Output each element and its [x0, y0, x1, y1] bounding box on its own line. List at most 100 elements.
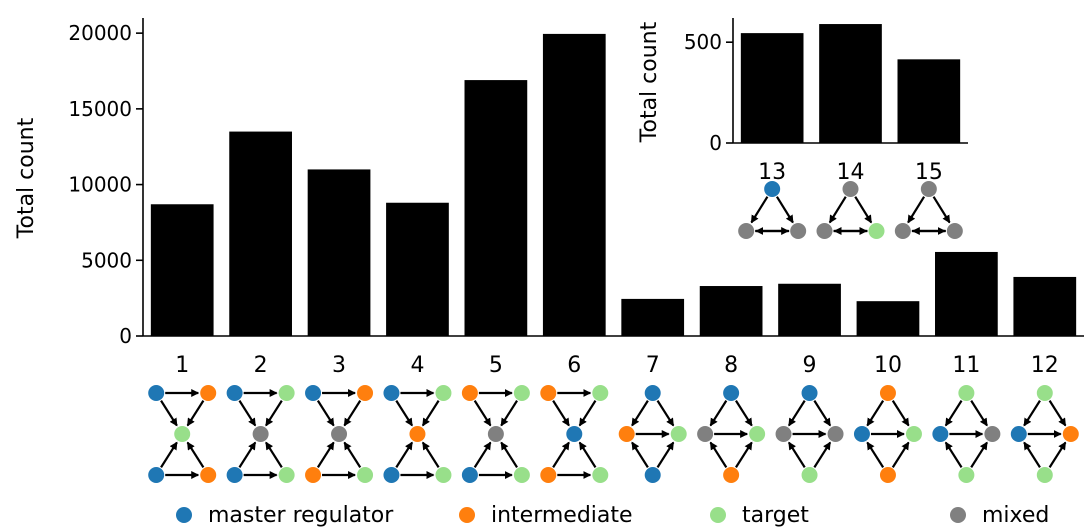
motif-edge: [775, 196, 794, 224]
main-y-tick-label: 15000: [68, 97, 132, 121]
main-ylabel: Total count: [14, 117, 39, 239]
main-category-label: 2: [254, 353, 268, 378]
main-y-tick-label: 0: [119, 324, 132, 348]
main-category-label: 10: [874, 353, 902, 378]
motif-edge: [787, 441, 806, 468]
main-category-label: 3: [332, 353, 346, 378]
motif-node: [540, 467, 557, 483]
motif-node: [461, 467, 478, 483]
motif-4-network: [383, 385, 452, 483]
motif-edge: [160, 441, 178, 468]
legend: master regulator intermediate target mixed: [176, 503, 1049, 528]
motif-13-network: [738, 181, 807, 239]
motif-edge: [186, 441, 205, 468]
motif-edge: [656, 400, 675, 427]
main-bar: [542, 33, 606, 337]
motif-edge: [421, 400, 440, 427]
motif-edge: [932, 196, 951, 224]
motif-edge: [854, 196, 873, 224]
motif-8-network: [697, 385, 766, 483]
motif-node: [1036, 467, 1053, 483]
motif-edge: [735, 400, 753, 427]
motif-edge: [316, 400, 335, 427]
main-category-label: 7: [646, 353, 660, 378]
inset-chart: Total count 0 500 13 14 15: [637, 18, 968, 185]
motif-edge: [750, 196, 769, 224]
motif-edge: [813, 400, 832, 427]
legend-label: mixed: [982, 503, 1049, 528]
motif-edge: [265, 400, 283, 427]
main-category-label: 5: [489, 353, 503, 378]
inset-ylabel: Total count: [637, 21, 662, 143]
motif-node: [200, 467, 217, 483]
motif-edge: [421, 441, 440, 468]
motif-node: [894, 223, 911, 239]
motif-node: [461, 385, 478, 401]
motif-node: [775, 426, 792, 442]
motif-1-network: [148, 385, 217, 483]
motif-edge: [735, 441, 753, 468]
motif-node: [252, 426, 269, 442]
motif-edge: [866, 441, 885, 468]
motif-edge: [578, 400, 597, 427]
motif-7-network: [618, 385, 687, 483]
motif-node: [305, 385, 322, 401]
motif-edge: [1023, 441, 1041, 468]
motif-edge: [1048, 400, 1067, 427]
motif-node: [958, 385, 975, 401]
motif-node: [383, 467, 400, 483]
motif-node: [749, 426, 766, 442]
motif-node: [383, 385, 400, 401]
motif-node: [305, 467, 322, 483]
main-bar: [229, 131, 292, 336]
motif-node: [1010, 426, 1027, 442]
main-category-label: 9: [803, 353, 817, 378]
motif-edge: [891, 441, 910, 468]
motif-edge: [238, 441, 257, 468]
motif-edge: [160, 400, 178, 427]
legend-item: master regulator: [176, 503, 394, 528]
motif-edge: [656, 441, 675, 468]
motif-edge: [709, 441, 728, 468]
motif-node: [409, 426, 426, 442]
motif-node: [435, 385, 452, 401]
motif-edge: [238, 400, 257, 427]
main-bar: [856, 301, 920, 336]
motif-node: [958, 467, 975, 483]
motif-node: [278, 467, 295, 483]
motif-edge: [343, 441, 362, 468]
motif-node: [879, 385, 896, 401]
motif-node: [487, 426, 504, 442]
motif-edge: [395, 441, 414, 468]
motif-node: [200, 385, 217, 401]
motif-node: [697, 426, 714, 442]
motif-edge: [944, 441, 963, 468]
inset-bar: [897, 59, 961, 144]
motif-edge: [866, 400, 885, 427]
motif-edge: [631, 441, 649, 468]
main-bar: [386, 202, 449, 336]
inset-category-label: 13: [758, 160, 786, 185]
main-bar: [150, 204, 214, 336]
main-category-label: 12: [1031, 353, 1059, 378]
motif-edge: [578, 441, 597, 468]
main-bar: [935, 251, 998, 336]
motif-edge: [891, 400, 910, 427]
motif-node: [357, 385, 374, 401]
motif-node: [920, 181, 937, 197]
motif-node: [738, 223, 755, 239]
motif-edge: [1023, 400, 1041, 427]
motif-node: [723, 385, 740, 401]
main-category-label: 11: [952, 353, 980, 378]
motif-3-network: [305, 385, 374, 483]
main-bar: [699, 286, 763, 336]
motif-edge: [473, 441, 492, 468]
legend-label: master regulator: [208, 503, 394, 528]
motif-node: [357, 467, 374, 483]
motif-edge: [631, 400, 649, 427]
motif-edge: [970, 441, 988, 468]
motif-node: [1062, 426, 1079, 442]
main-bar: [621, 298, 685, 336]
motif-node: [148, 385, 165, 401]
